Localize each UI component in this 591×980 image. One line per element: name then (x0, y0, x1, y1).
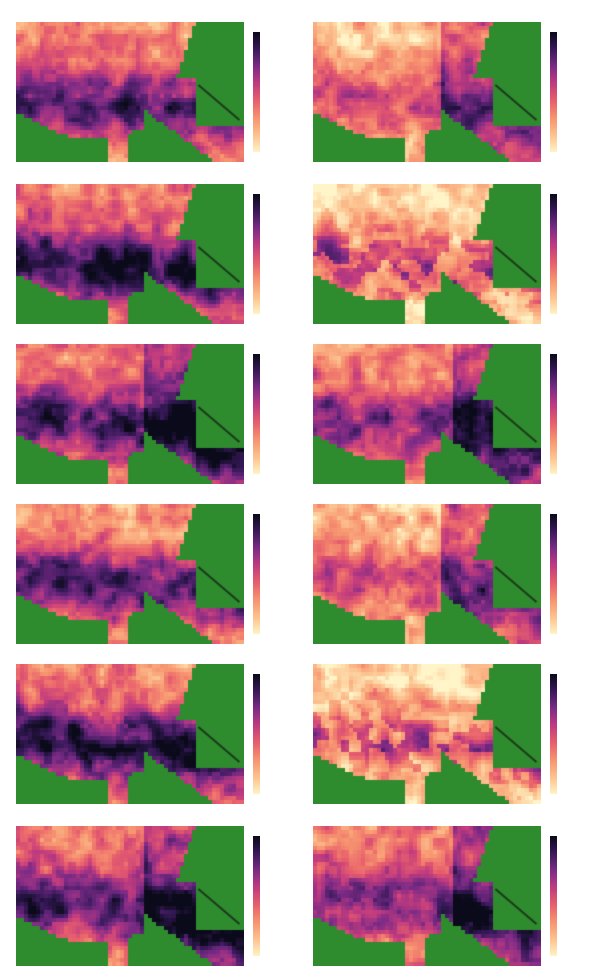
heatmap-canvas (313, 664, 541, 804)
map-panel (8, 642, 293, 804)
colorbar (550, 514, 557, 634)
map-panel (305, 322, 590, 484)
heatmap-canvas (313, 344, 541, 484)
heatmap-canvas (16, 664, 244, 804)
colorbar (550, 354, 557, 474)
colorbar (253, 836, 260, 956)
map-panel (305, 162, 590, 324)
colorbar (253, 32, 260, 152)
colorbar (253, 514, 260, 634)
map-panel (305, 0, 590, 162)
colorbar (550, 32, 557, 152)
map-panel (8, 0, 293, 162)
colorbar (253, 354, 260, 474)
heatmap-canvas (313, 184, 541, 324)
map-panel (8, 482, 293, 644)
heatmap-canvas (313, 504, 541, 644)
map-panel (8, 322, 293, 484)
map-panel (305, 482, 590, 644)
heatmap-canvas (16, 344, 244, 484)
map-panel (305, 642, 590, 804)
colorbar (550, 836, 557, 956)
heatmap-canvas (16, 504, 244, 644)
colorbar (253, 674, 260, 794)
map-panel (8, 804, 293, 966)
colorbar (550, 194, 557, 314)
map-panel (305, 804, 590, 966)
heatmap-canvas (16, 184, 244, 324)
colorbar (550, 674, 557, 794)
heatmap-canvas (313, 826, 541, 966)
map-panel (8, 162, 293, 324)
heatmap-canvas (16, 22, 244, 162)
colorbar (253, 194, 260, 314)
heatmap-canvas (313, 22, 541, 162)
heatmap-canvas (16, 826, 244, 966)
